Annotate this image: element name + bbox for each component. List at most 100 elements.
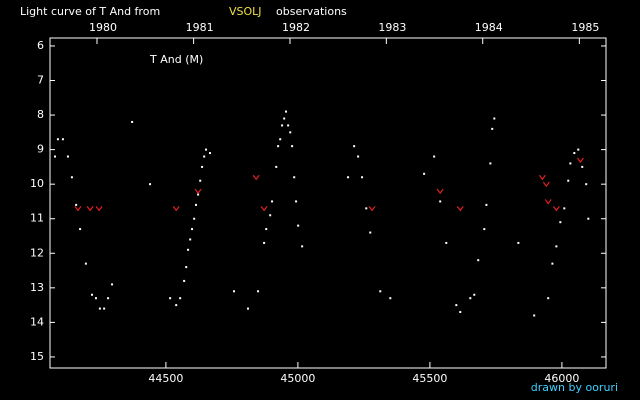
point [297,224,300,227]
point [283,117,286,120]
y-tick-label: 7 [37,74,44,87]
point [357,155,360,158]
point [547,297,550,300]
point [70,176,73,179]
x2-tick-label: 1985 [571,21,599,34]
point [379,290,382,293]
upper-limit-point [456,205,464,212]
point [111,283,114,286]
point [577,148,580,151]
x-tick-label: 45500 [412,372,447,385]
upper-limit-point [86,205,94,212]
point [469,297,472,300]
upper-limit-point [538,174,546,181]
upper-limit-point [542,181,550,188]
title-source: VSOLJ [229,5,262,18]
point [247,307,250,310]
point [208,152,211,155]
point [585,183,588,186]
point [291,145,294,148]
point [149,183,152,186]
point [489,162,492,165]
point [483,228,486,231]
point [301,245,304,248]
x2-tick-label: 1980 [89,21,117,34]
point [189,238,192,241]
point [491,127,494,130]
upper-limit-point [95,205,103,212]
point [66,155,69,158]
upper-limit-point [172,205,180,212]
point [56,138,59,141]
upper-limit-point [194,188,202,195]
point [257,290,260,293]
point [555,245,558,248]
point [559,221,562,224]
credit: drawn by ooruri [531,381,618,394]
point [289,131,292,134]
x2-tick-label: 1983 [378,21,406,34]
upper-limit-point [576,157,584,163]
point [389,297,392,300]
point [551,262,554,265]
y-tick-label: 14 [30,315,44,328]
x2-tick-label: 1982 [282,21,310,34]
point [183,279,186,282]
point [169,297,172,300]
x-tick-label: 44500 [148,372,183,385]
y-tick-label: 12 [30,246,44,259]
point [493,117,496,120]
upper-limit-point [74,205,82,212]
point [205,148,208,151]
point [361,176,364,179]
point [563,207,566,210]
title-suffix: observations [276,5,347,18]
point [61,138,64,141]
point [433,155,436,158]
point [287,124,290,127]
upper-limit-point [252,174,260,181]
point [84,262,87,265]
point [281,124,284,127]
point [98,307,101,310]
point [75,203,78,206]
point [459,311,462,314]
y-tick-label: 9 [37,143,44,156]
point [191,228,194,231]
point [94,297,97,300]
point [279,138,282,141]
x2-tick-label: 1984 [475,21,503,34]
point [517,241,520,244]
point [193,217,196,220]
point [265,228,268,231]
point [203,155,206,158]
point [107,297,110,300]
point [197,193,200,196]
point [439,200,442,203]
y-tick-label: 13 [30,281,44,294]
point [201,165,204,168]
point [277,145,280,148]
upper-limit-point [544,199,552,205]
point [103,307,106,310]
point [567,179,570,182]
x2-tick-label: 1981 [186,21,214,34]
x-tick-label: 45000 [280,372,315,385]
x-tick-label: 46000 [544,372,579,385]
point [369,231,372,234]
point [445,241,448,244]
point [347,176,350,179]
point [587,217,590,220]
point [179,297,182,300]
point [533,314,536,317]
upper-limit-point [436,188,444,195]
point [353,145,356,148]
point [423,172,426,175]
point [269,214,272,217]
plot-frame [49,37,607,369]
point [233,290,236,293]
point [573,152,576,155]
point [175,304,178,307]
point [455,304,458,307]
